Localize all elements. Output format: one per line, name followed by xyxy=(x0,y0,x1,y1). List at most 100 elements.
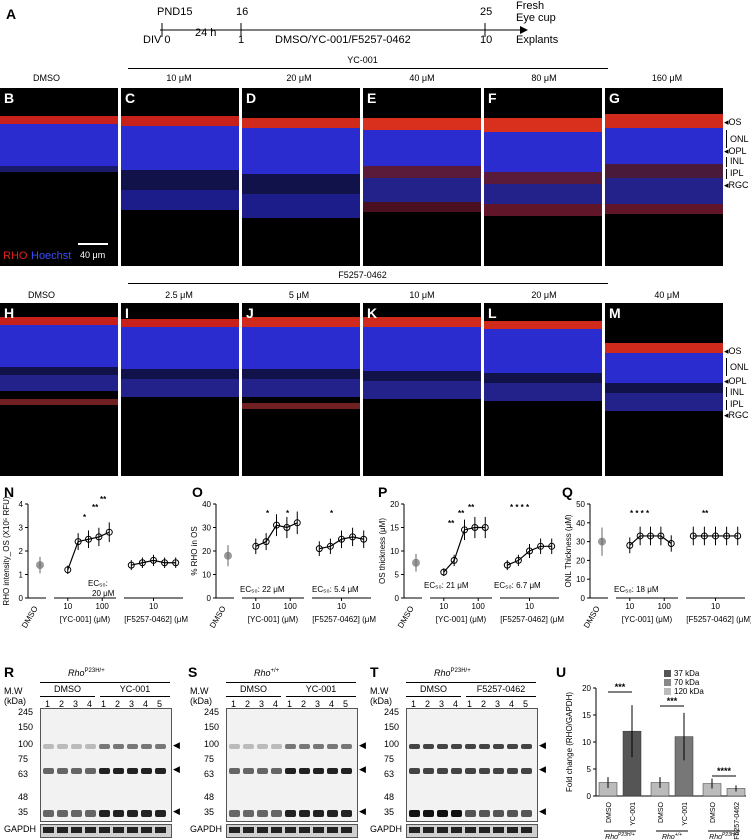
band-arrow-icon: ◀ xyxy=(359,764,366,774)
micrograph-j xyxy=(242,303,360,476)
blot-band xyxy=(299,744,310,749)
x-axis-label-f: [F5257-0462] (μM) xyxy=(686,615,751,624)
row2-conc-i: 2.5 μM xyxy=(165,290,193,300)
blot-membrane xyxy=(226,708,358,822)
group-label-sup: +/+ xyxy=(675,832,682,838)
group-label: Rho+/+ xyxy=(662,832,682,840)
mw-marker: 48 xyxy=(18,792,29,802)
gapdh-band xyxy=(99,827,110,833)
mw-marker: 150 xyxy=(384,722,400,732)
ec50-yc: EC₅₀: 22 μM xyxy=(240,585,285,594)
gapdh-band xyxy=(271,827,282,833)
row2-conc-j: 5 μM xyxy=(288,290,310,300)
blot-band xyxy=(507,810,518,817)
blot-band xyxy=(113,810,124,817)
timeline-fresh: Fresh xyxy=(516,0,545,12)
fit-curve-f xyxy=(507,545,552,566)
y-tick-label: 3 xyxy=(19,524,24,533)
y-tick-label: 10 xyxy=(390,547,399,556)
y-tick-label: 0 xyxy=(587,792,592,801)
fit-curve-yc xyxy=(67,531,110,571)
mw-marker: 100 xyxy=(18,739,34,749)
fit-curve-f xyxy=(131,559,176,566)
mw-marker: 35 xyxy=(18,807,29,817)
mw-marker: 48 xyxy=(204,792,215,802)
gapdh-label: GAPDH xyxy=(4,824,37,834)
blot-band xyxy=(521,768,532,774)
blot-band xyxy=(409,810,420,817)
stain-hoechst: Hoechst xyxy=(31,250,72,262)
micrograph-b xyxy=(0,88,118,266)
gapdh-band xyxy=(113,827,124,833)
gapdh-band xyxy=(43,827,54,833)
ec50-f: EC₅₀: 5.4 μM xyxy=(312,585,359,594)
sig-star: * * * * xyxy=(510,503,530,512)
blot-band xyxy=(313,768,324,774)
micrograph-e xyxy=(363,88,481,266)
sig-star: ** xyxy=(92,503,99,512)
x-category-label: DMSO xyxy=(606,801,613,823)
y-tick-label: 30 xyxy=(202,524,211,533)
sig-star: * * * * xyxy=(630,509,650,518)
gapdh-label: GAPDH xyxy=(190,824,223,834)
row1-layer-opl: ◂OPL xyxy=(724,146,747,156)
micrograph-m xyxy=(605,303,723,476)
timeline-pnd15: PND15 xyxy=(157,6,193,18)
gapdh-band xyxy=(57,827,68,833)
timeline-explants: Explants xyxy=(516,34,559,46)
blot-band xyxy=(243,744,254,749)
x-axis-label-yc: [YC-001] (μM) xyxy=(60,615,111,624)
x-dmso-label: DMSO xyxy=(396,605,416,630)
lane-number: 4 xyxy=(329,699,335,709)
band-arrow-icon: ◀ xyxy=(359,806,366,816)
x-tick-label: 100 xyxy=(96,602,110,611)
gapdh-band xyxy=(521,827,532,833)
y-axis-label: % RHO in OS xyxy=(190,526,199,575)
panel-label-l: L xyxy=(488,305,497,321)
blot-band xyxy=(113,744,124,749)
blot-genotype: RhoP23H/+ xyxy=(68,668,105,678)
blot-band xyxy=(99,810,110,817)
row1-group-bar xyxy=(128,68,608,69)
gapdh-band xyxy=(155,827,166,833)
blot-band xyxy=(141,810,152,817)
group-label: RhoP23H/+ xyxy=(605,832,635,840)
gapdh-band xyxy=(285,827,296,833)
row2-group-title: F5257-0462 xyxy=(338,270,387,280)
x-tick-label: 100 xyxy=(658,602,672,611)
blot-band xyxy=(271,744,282,749)
blot-band xyxy=(437,810,448,817)
mw-marker: 75 xyxy=(384,754,395,764)
panel-label-o: O xyxy=(192,484,203,500)
panel-label-p: P xyxy=(378,484,388,500)
mw-marker: 63 xyxy=(18,769,29,779)
blot-band xyxy=(127,744,138,749)
row2-conc-m: 40 μM xyxy=(654,290,680,300)
blot-band xyxy=(423,810,434,817)
ec50-yc: EC₅₀: 18 μM xyxy=(614,585,659,594)
blot-membrane xyxy=(40,708,172,822)
blot-band xyxy=(155,810,166,817)
panel-label-r: R xyxy=(4,664,15,680)
legend-label: 120 kDa xyxy=(674,687,704,696)
blot-band xyxy=(243,768,254,774)
lane-number: 4 xyxy=(273,699,279,709)
blot-group-1: DMSO xyxy=(240,684,267,694)
blot-band xyxy=(507,768,518,774)
y-tick-label: 10 xyxy=(202,571,211,580)
row2-conc-k: 10 μM xyxy=(409,290,435,300)
blot-band xyxy=(327,744,338,749)
y-tick-label: 20 xyxy=(390,500,399,509)
panel-label-h: H xyxy=(4,305,15,321)
lane-number: 4 xyxy=(509,699,515,709)
y-tick-label: 20 xyxy=(202,547,211,556)
timeline-10: 10 xyxy=(480,34,493,46)
blot-band xyxy=(437,744,448,749)
x-category-label: F5257-0462 xyxy=(734,802,741,840)
mw-marker: 48 xyxy=(384,792,395,802)
blot-band xyxy=(57,768,68,774)
gapdh-band xyxy=(257,827,268,833)
blot-band xyxy=(313,744,324,749)
band-arrow-icon: ◀ xyxy=(359,740,366,750)
sig-star: ** xyxy=(448,519,455,528)
